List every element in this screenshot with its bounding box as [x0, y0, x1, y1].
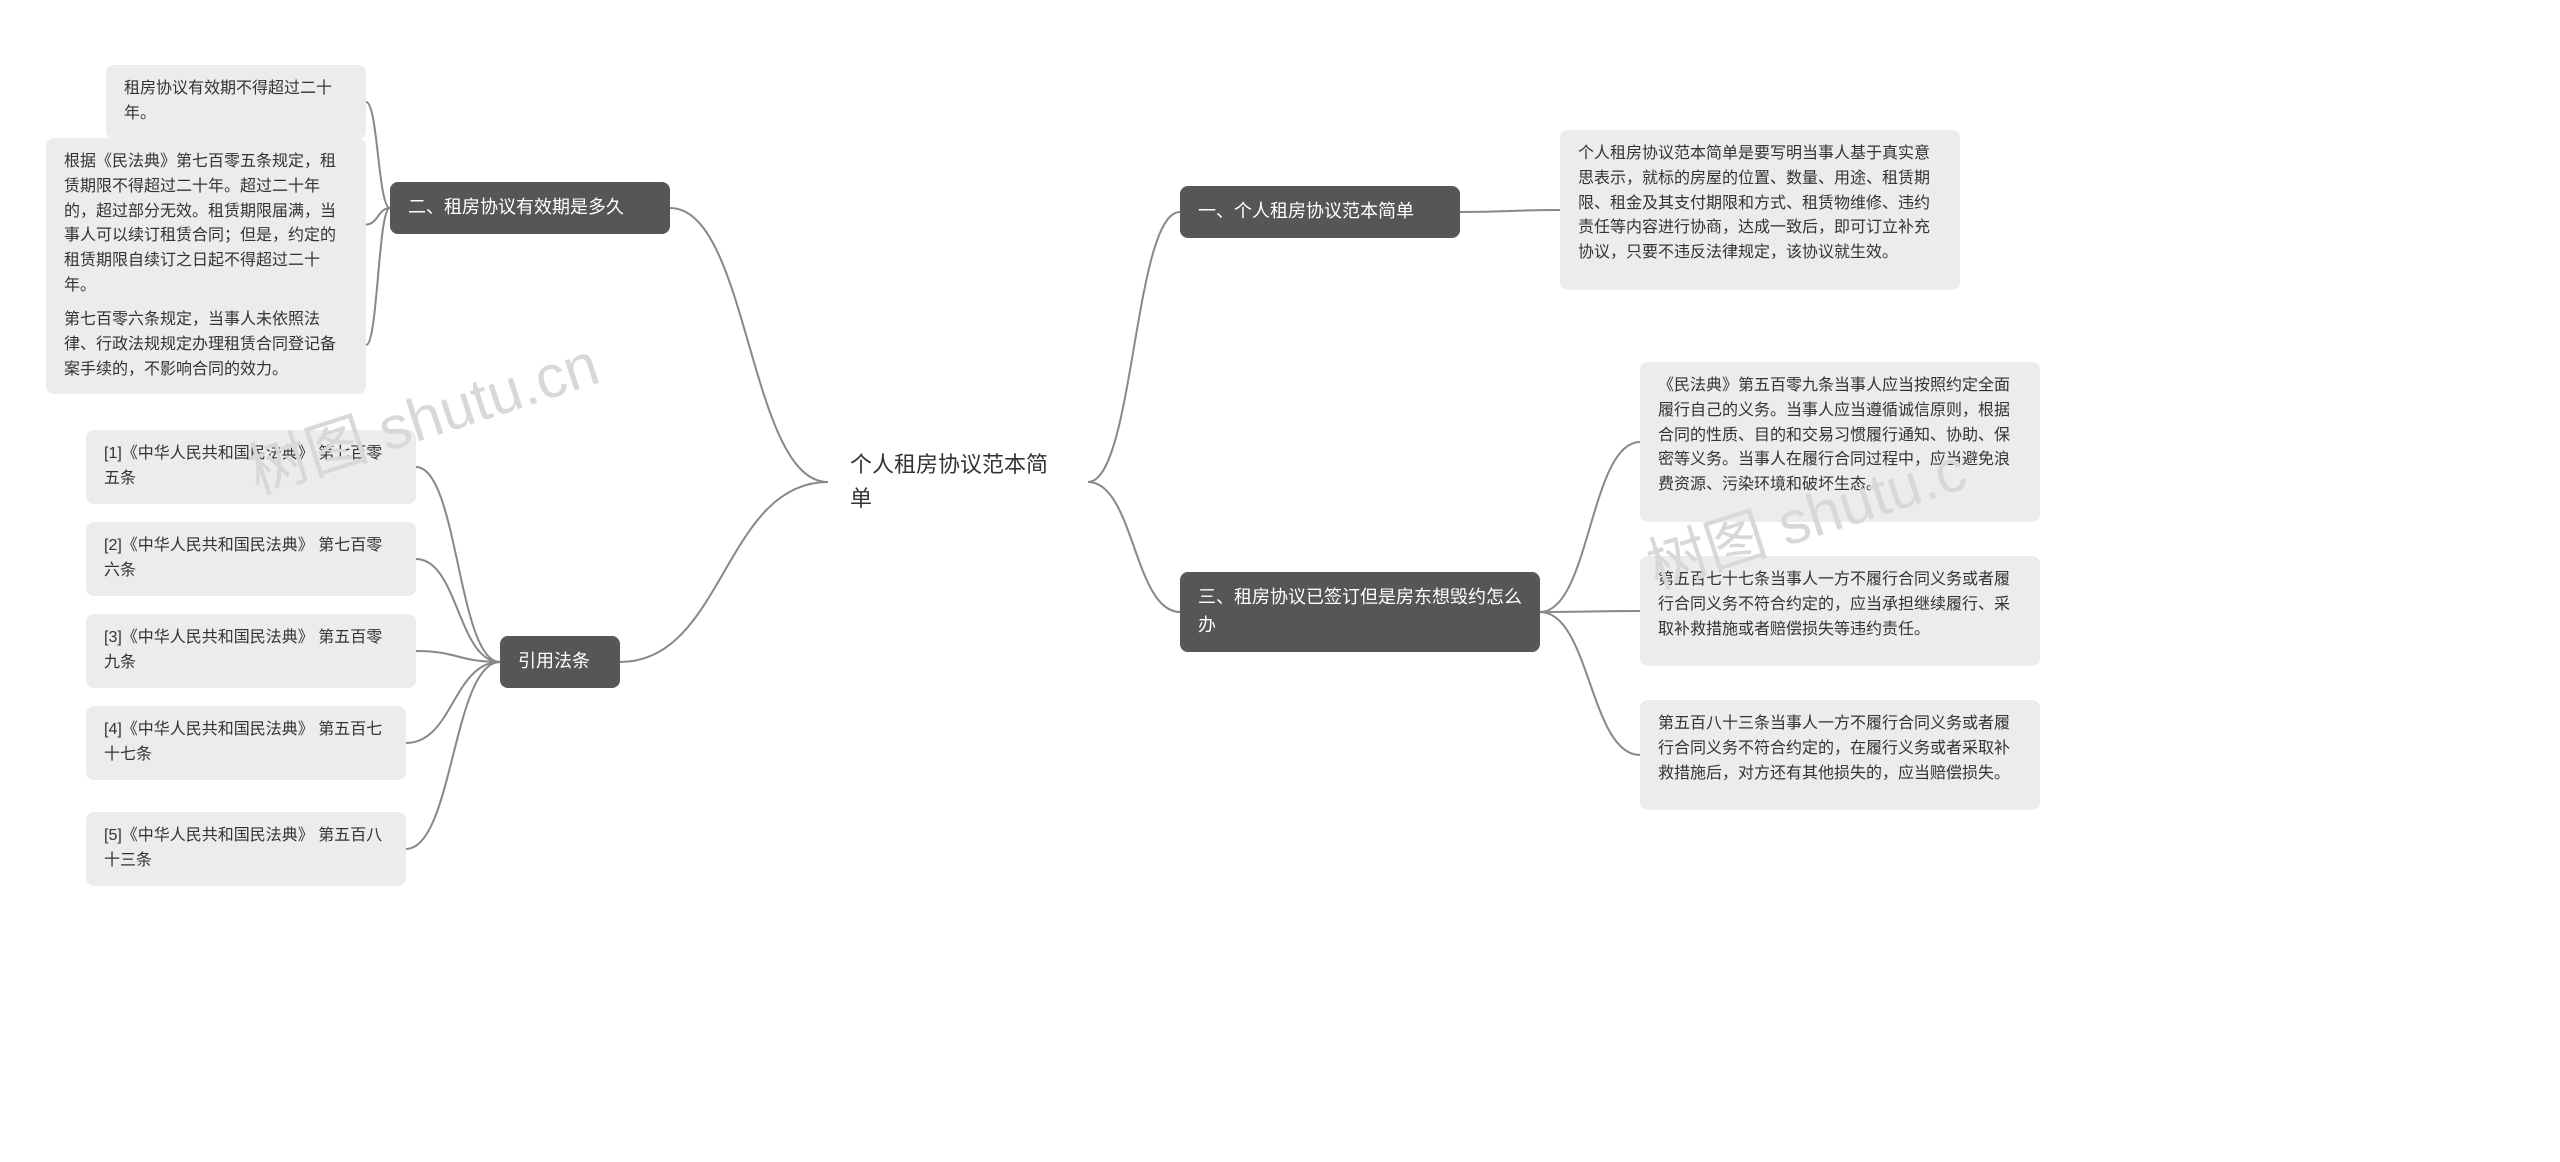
leaf-b2l1: 租房协议有效期不得超过二十年。 — [106, 65, 366, 139]
leaf-b3l1-label: 《民法典》第五百零九条当事人应当按照约定全面履行自己的义务。当事人应当遵循诚信原… — [1658, 377, 2010, 493]
leaf-b2l3-label: 第七百零六条规定，当事人未依照法律、行政法规规定办理租赁合同登记备案手续的，不影… — [64, 311, 336, 378]
leaf-b4l3-label: [3]《中华人民共和国民法典》 第五百零九条 — [104, 629, 382, 671]
leaf-b3l3-label: 第五百八十三条当事人一方不履行合同义务或者履行合同义务不符合约定的，在履行义务或… — [1658, 715, 2010, 782]
root-node: 个人租房协议范本简单 — [828, 434, 1088, 530]
leaf-b3l2-label: 第五百七十七条当事人一方不履行合同义务或者履行合同义务不符合约定的，应当承担继续… — [1658, 571, 2010, 638]
leaf-b3l2: 第五百七十七条当事人一方不履行合同义务或者履行合同义务不符合约定的，应当承担继续… — [1640, 556, 2040, 666]
leaf-b4l1: [1]《中华人民共和国民法典》 第七百零五条 — [86, 430, 416, 504]
leaf-b4l5: [5]《中华人民共和国民法典》 第五百八十三条 — [86, 812, 406, 886]
leaf-b4l2: [2]《中华人民共和国民法典》 第七百零六条 — [86, 522, 416, 596]
leaf-b3l3: 第五百八十三条当事人一方不履行合同义务或者履行合同义务不符合约定的，在履行义务或… — [1640, 700, 2040, 810]
leaf-b4l4: [4]《中华人民共和国民法典》 第五百七十七条 — [86, 706, 406, 780]
leaf-b2l2: 根据《民法典》第七百零五条规定，租赁期限不得超过二十年。超过二十年的，超过部分无… — [46, 138, 366, 311]
leaf-b2l2-label: 根据《民法典》第七百零五条规定，租赁期限不得超过二十年。超过二十年的，超过部分无… — [64, 153, 336, 294]
root-node-label: 个人租房协议范本简单 — [850, 452, 1048, 511]
branch-b2: 二、租房协议有效期是多久 — [390, 182, 670, 234]
leaf-b4l2-label: [2]《中华人民共和国民法典》 第七百零六条 — [104, 537, 382, 579]
leaf-b1l1: 个人租房协议范本简单是要写明当事人基于真实意思表示，就标的房屋的位置、数量、用途… — [1560, 130, 1960, 290]
leaf-b4l4-label: [4]《中华人民共和国民法典》 第五百七十七条 — [104, 721, 382, 763]
leaf-b3l1: 《民法典》第五百零九条当事人应当按照约定全面履行自己的义务。当事人应当遵循诚信原… — [1640, 362, 2040, 522]
branch-b1: 一、个人租房协议范本简单 — [1180, 186, 1460, 238]
branch-b3-label: 三、租房协议已签订但是房东想毁约怎么办 — [1198, 587, 1522, 635]
leaf-b2l1-label: 租房协议有效期不得超过二十年。 — [124, 80, 332, 122]
leaf-b4l1-label: [1]《中华人民共和国民法典》 第七百零五条 — [104, 445, 382, 487]
branch-b3: 三、租房协议已签订但是房东想毁约怎么办 — [1180, 572, 1540, 652]
leaf-b2l3: 第七百零六条规定，当事人未依照法律、行政法规规定办理租赁合同登记备案手续的，不影… — [46, 296, 366, 394]
branch-b4-label: 引用法条 — [518, 651, 590, 671]
leaf-b4l5-label: [5]《中华人民共和国民法典》 第五百八十三条 — [104, 827, 382, 869]
leaf-b1l1-label: 个人租房协议范本简单是要写明当事人基于真实意思表示，就标的房屋的位置、数量、用途… — [1578, 145, 1930, 261]
branch-b4: 引用法条 — [500, 636, 620, 688]
branch-b2-label: 二、租房协议有效期是多久 — [408, 197, 624, 217]
leaf-b4l3: [3]《中华人民共和国民法典》 第五百零九条 — [86, 614, 416, 688]
branch-b1-label: 一、个人租房协议范本简单 — [1198, 201, 1414, 221]
